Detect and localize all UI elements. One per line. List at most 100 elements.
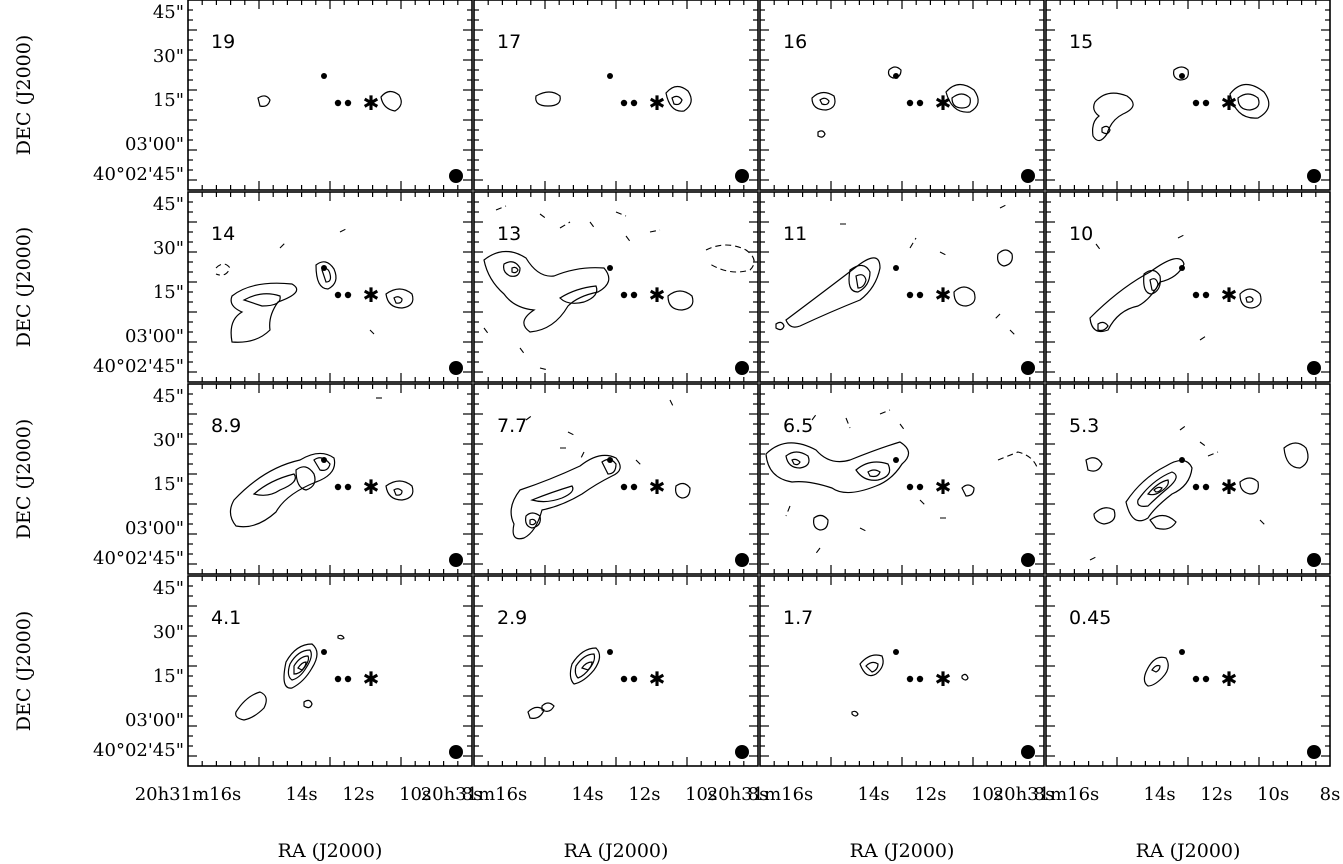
contour-line xyxy=(1245,296,1254,303)
source-dot xyxy=(321,649,327,655)
panel-frame xyxy=(1045,191,1331,383)
panel-frame xyxy=(1045,0,1331,191)
source-dot xyxy=(1202,483,1210,491)
channel-panel: ✱ 15 xyxy=(1045,0,1331,191)
channel-panel: ✱ 14 xyxy=(187,191,473,383)
channel-panel: ✱ 7.7 xyxy=(473,383,759,575)
ra-tick-label: 12s xyxy=(1200,784,1232,805)
dec-tick-label: 15" xyxy=(153,282,184,303)
beam-marker xyxy=(735,745,749,759)
contour-line xyxy=(665,85,692,112)
negative-contour xyxy=(495,205,661,245)
velocity-label: 0.45 xyxy=(1069,607,1111,629)
ra-tick-label: 20h31m16s xyxy=(707,784,814,805)
panel-frame xyxy=(759,575,1045,767)
source-dot xyxy=(916,675,924,683)
contour-line xyxy=(1143,656,1169,687)
contour-line xyxy=(380,90,402,112)
dec-tick-label: 40°02'45" xyxy=(93,356,184,377)
panel-frame xyxy=(473,383,759,575)
star-marker: ✱ xyxy=(363,283,380,307)
beam-marker xyxy=(449,553,463,567)
source-dot xyxy=(344,99,352,107)
velocity-label: 10 xyxy=(1069,223,1093,245)
source-dot xyxy=(620,99,628,107)
contour-line xyxy=(961,484,975,497)
source-dot xyxy=(906,291,914,299)
ra-tick-label: 20h31m16s xyxy=(993,784,1100,805)
source-dot xyxy=(1192,99,1200,107)
contour-line xyxy=(945,83,979,113)
source-dot xyxy=(334,99,342,107)
contour-line xyxy=(1125,459,1193,522)
contour-line xyxy=(581,661,593,671)
source-dot xyxy=(916,291,924,299)
contour-line xyxy=(315,261,337,290)
star-marker: ✱ xyxy=(1221,283,1238,307)
contour-line xyxy=(252,473,296,496)
ra-tick-label: 14s xyxy=(572,784,604,805)
dec-tick-label: 03'00" xyxy=(125,518,184,539)
contour-line xyxy=(385,288,414,309)
beam-marker xyxy=(1307,361,1321,375)
star-marker: ✱ xyxy=(363,475,380,499)
contour-line xyxy=(1101,125,1111,135)
star-marker: ✱ xyxy=(1221,667,1238,691)
contour-line xyxy=(511,266,519,274)
channel-panel: ✱ 8.9 xyxy=(187,383,473,575)
dec-tick-label: 30" xyxy=(153,238,184,259)
contour-line xyxy=(1149,514,1177,530)
velocity-label: 6.5 xyxy=(783,415,813,437)
velocity-label: 7.7 xyxy=(497,415,527,437)
dec-tick-label: 45" xyxy=(153,2,184,23)
contour-line xyxy=(303,699,313,709)
source-dot xyxy=(906,675,914,683)
contour-line xyxy=(529,518,537,526)
contour-line xyxy=(859,654,884,677)
star-marker: ✱ xyxy=(935,283,952,307)
source-dot xyxy=(1202,675,1210,683)
channel-panel: ✱ 2.9 xyxy=(473,575,759,767)
panel-frame xyxy=(187,191,473,383)
channel-panel: ✱ 5.3 xyxy=(1045,383,1331,575)
star-marker: ✱ xyxy=(935,667,952,691)
panel-frame xyxy=(187,383,473,575)
source-dot xyxy=(321,457,327,463)
contour-line xyxy=(313,457,331,471)
contour-line xyxy=(525,512,541,529)
star-marker: ✱ xyxy=(363,91,380,115)
contour-line xyxy=(1093,507,1116,525)
channel-panel: ✱ 11 xyxy=(759,191,1045,383)
source-dot xyxy=(630,483,638,491)
beam-marker xyxy=(449,169,463,183)
panel-frame xyxy=(473,0,759,191)
ra-tick-label: 8s xyxy=(1034,784,1055,805)
velocity-label: 16 xyxy=(783,31,807,53)
star-marker: ✱ xyxy=(1221,91,1238,115)
contour-line xyxy=(527,706,545,719)
negative-contour xyxy=(369,329,375,335)
contour-line xyxy=(337,634,345,640)
contour-line xyxy=(559,285,598,304)
channel-panel: ✱ 16 xyxy=(759,0,1045,191)
source-dot xyxy=(893,649,899,655)
ra-tick-label: 12s xyxy=(628,784,660,805)
contour-line xyxy=(848,264,871,293)
velocity-label: 13 xyxy=(497,223,521,245)
contour-line xyxy=(1151,664,1161,673)
contour-line xyxy=(953,286,976,307)
ra-tick-label: 8s xyxy=(462,784,483,805)
source-dot xyxy=(321,265,327,271)
contour-line xyxy=(819,97,830,106)
contour-line xyxy=(785,257,881,328)
contour-line xyxy=(295,466,316,491)
contour-line xyxy=(811,91,836,111)
source-dot xyxy=(344,291,352,299)
contour-line xyxy=(867,469,881,478)
beam-marker xyxy=(1021,553,1035,567)
source-dot xyxy=(334,675,342,683)
contour-line xyxy=(257,95,271,107)
contour-line xyxy=(535,91,561,107)
contour-line xyxy=(1137,471,1177,507)
